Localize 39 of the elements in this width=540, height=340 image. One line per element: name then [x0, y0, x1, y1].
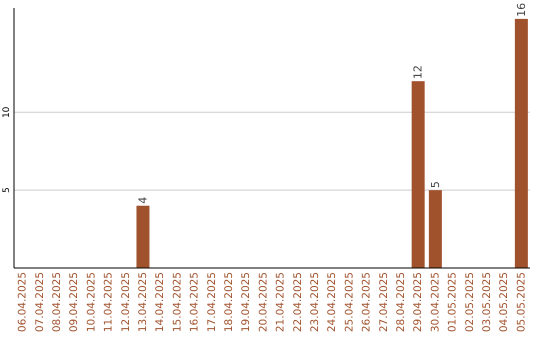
- x-tick-label: 27.04.2025: [378, 272, 390, 332]
- x-tick-label: 16.04.2025: [188, 272, 201, 332]
- x-tick-label: 04.05.2025: [498, 272, 510, 332]
- x-tick-label: 02.05.2025: [464, 272, 476, 332]
- x-tick-label: 23.04.2025: [309, 272, 321, 332]
- bar: [136, 206, 150, 268]
- x-tick-label: 08.04.2025: [51, 272, 63, 332]
- x-tick-label: 01.05.2025: [446, 272, 459, 332]
- data-label: 16: [514, 2, 528, 17]
- x-tick-label: 25.04.2025: [343, 272, 356, 332]
- x-tick-label: 22.04.2025: [292, 272, 304, 332]
- data-label: 4: [136, 196, 150, 204]
- bar: [514, 18, 528, 268]
- x-tick-label: 13.04.2025: [137, 272, 149, 332]
- x-tick-label: 28.04.2025: [395, 272, 407, 332]
- x-tick-label: 21.04.2025: [274, 272, 287, 332]
- x-tick-label: 10.04.2025: [85, 272, 98, 332]
- data-label: 5: [428, 181, 442, 188]
- x-tick-label: 29.04.2025: [412, 272, 424, 332]
- bar: [412, 81, 425, 268]
- x-tick-label: 18.04.2025: [223, 272, 235, 332]
- x-tick-label: 09.04.2025: [68, 272, 80, 332]
- bar: [428, 190, 442, 268]
- data-label: 12: [412, 65, 425, 80]
- x-tick-label: 03.05.2025: [481, 272, 493, 332]
- x-tick-label: 06.04.2025: [16, 272, 29, 332]
- x-tick-label: 12.04.2025: [120, 272, 132, 332]
- x-tick-label: 07.04.2025: [34, 272, 46, 332]
- y-tick-label: 10: [2, 106, 12, 118]
- x-tick-label: 15.04.2025: [171, 272, 184, 332]
- x-tick-label: 19.04.2025: [240, 272, 252, 332]
- x-tick-label: 20.04.2025: [257, 272, 270, 332]
- x-tick-label: 05.05.2025: [515, 272, 528, 332]
- x-tick-label: 24.04.2025: [326, 272, 338, 332]
- x-tick-label: 14.04.2025: [154, 272, 166, 332]
- x-tick-label: 30.04.2025: [429, 272, 442, 332]
- x-tick-label: 17.04.2025: [206, 272, 218, 332]
- x-tick-label: 11.04.2025: [102, 272, 115, 332]
- x-tick-label: 26.04.2025: [360, 272, 373, 332]
